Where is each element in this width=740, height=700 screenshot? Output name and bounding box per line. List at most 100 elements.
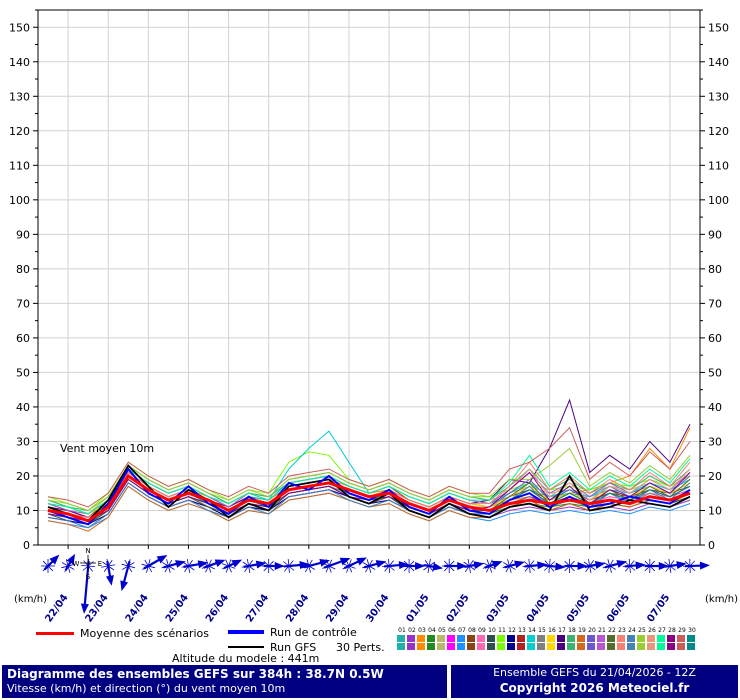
y-tick-label: 130 — [708, 90, 729, 103]
wind-arrow-shaft — [203, 561, 219, 569]
x-tick-label: 02/05 — [445, 592, 472, 624]
x-tick-label: 07/05 — [645, 592, 672, 624]
y-tick-label: 30 — [708, 435, 722, 448]
pert-numbers-row: 01 02 03 04 05 06 07 08 09 10 11 12 13 14 15 16 17 18 19 20… — [397, 627, 697, 634]
pert-colors-row-2 — [397, 643, 697, 650]
wind-arrow-head — [432, 562, 443, 571]
wind-direction-arrow — [241, 559, 267, 573]
wind-arrow-head — [214, 559, 226, 568]
ensemble-member-line — [47, 447, 691, 512]
pert-color-swatch — [527, 635, 535, 642]
pert-number: 04 — [428, 627, 436, 634]
pert-color-swatch — [657, 643, 665, 650]
wind-direction-arrow — [502, 559, 525, 573]
wind-arrow-head — [80, 603, 89, 614]
pert-color-swatch — [567, 635, 575, 642]
pert-color-swatch — [507, 643, 515, 650]
wind-arrow-shaft — [604, 562, 620, 569]
y-tick-label: 140 — [708, 56, 729, 69]
pert-color-swatch — [477, 643, 485, 650]
wind-direction-arrow — [281, 558, 310, 574]
pert-color-swatch — [487, 635, 495, 642]
pert-number: 06 — [448, 627, 456, 634]
pert-number: 20 — [588, 627, 596, 634]
wind-arrow-head — [491, 560, 503, 569]
pert-color-swatch — [637, 643, 645, 650]
y-tick-label: 60 — [708, 332, 722, 345]
pert-color-swatch — [547, 643, 555, 650]
pert-color-swatch — [607, 635, 615, 642]
wind-arrow-shaft — [303, 561, 323, 569]
pert-number: 01 — [398, 627, 406, 634]
pert-color-swatch — [647, 635, 655, 642]
pert-color-swatch — [467, 643, 475, 650]
pert-number: 07 — [458, 627, 466, 634]
wind-direction-arrow — [582, 559, 606, 573]
y-tick-label: 120 — [708, 125, 729, 138]
x-tick-label: 05/05 — [565, 592, 592, 624]
wind-direction-arrow — [682, 558, 710, 574]
wind-arrow-head — [635, 561, 646, 570]
pert-color-swatch — [557, 635, 565, 642]
model-altitude-label: Altitude du modele : 441m — [172, 652, 320, 665]
wind-arrow-shaft — [243, 563, 259, 568]
pert-color-swatch — [427, 643, 435, 650]
pert-color-swatch — [597, 635, 605, 642]
x-tick-label: 26/04 — [204, 592, 231, 624]
wind-direction-arrow — [642, 559, 669, 573]
y-tick-label: 150 — [9, 21, 30, 34]
plot-border — [37, 9, 701, 546]
x-tick-label: 04/05 — [525, 592, 552, 624]
pert-color-swatch — [577, 635, 585, 642]
perts-count-label: 30 Perts. — [336, 641, 385, 654]
wind-direction-arrow — [261, 559, 285, 573]
wind-arrow-shaft — [684, 564, 703, 568]
wind-direction-arrow — [402, 559, 426, 573]
wind-arrow-shaft — [504, 562, 518, 569]
y-tick-label: 90 — [708, 228, 722, 241]
gfs-line-label: Run GFS — [270, 641, 317, 654]
pert-color-swatch — [627, 643, 635, 650]
wind-arrow-head — [473, 561, 485, 570]
compass-letter: N — [85, 547, 90, 555]
y-tick-label: 10 — [16, 504, 30, 517]
ensemble-member-line — [47, 454, 691, 515]
pert-color-swatch — [417, 635, 425, 642]
pert-color-swatch — [667, 635, 675, 642]
wind-arrow-head — [66, 553, 76, 565]
pert-color-swatch — [457, 635, 465, 642]
y-tick-label: 70 — [16, 297, 30, 310]
pert-color-swatch — [667, 643, 675, 650]
pert-number: 16 — [548, 627, 556, 634]
pert-color-swatch — [397, 643, 405, 650]
pert-color-swatch — [637, 635, 645, 642]
pert-color-swatch — [537, 635, 545, 642]
wind-arrow-head — [255, 560, 267, 569]
pert-number: 30 — [688, 627, 696, 634]
wind-arrow-head — [299, 561, 310, 570]
pert-color-swatch — [457, 643, 465, 650]
pert-color-swatch — [507, 635, 515, 642]
pert-color-swatch — [407, 643, 415, 650]
pert-number: 15 — [538, 627, 546, 634]
wind-direction-arrow — [542, 558, 566, 574]
x-tick-label: 25/04 — [164, 592, 191, 624]
wind-arrow-head — [231, 559, 243, 568]
pert-color-swatch — [687, 643, 695, 650]
wind-direction-arrow — [462, 559, 485, 573]
pert-color-swatch — [497, 635, 505, 642]
ensemble-member-line — [47, 426, 691, 508]
wind-arrow-head — [197, 560, 209, 569]
pert-color-swatch — [557, 643, 565, 650]
chart-annotation: Vent moyen 10m — [60, 442, 154, 455]
wind-arrow-shaft — [283, 563, 302, 568]
footer-info-box: Diagramme des ensembles GEFS sur 384h : … — [2, 665, 447, 698]
compass-letter: W — [73, 560, 80, 568]
pert-number: 24 — [628, 627, 636, 634]
pert-color-swatch — [437, 643, 445, 650]
y-tick-label: 10 — [708, 504, 722, 517]
y-tick-label: 40 — [708, 401, 722, 414]
wind-arrow-head — [274, 562, 285, 570]
